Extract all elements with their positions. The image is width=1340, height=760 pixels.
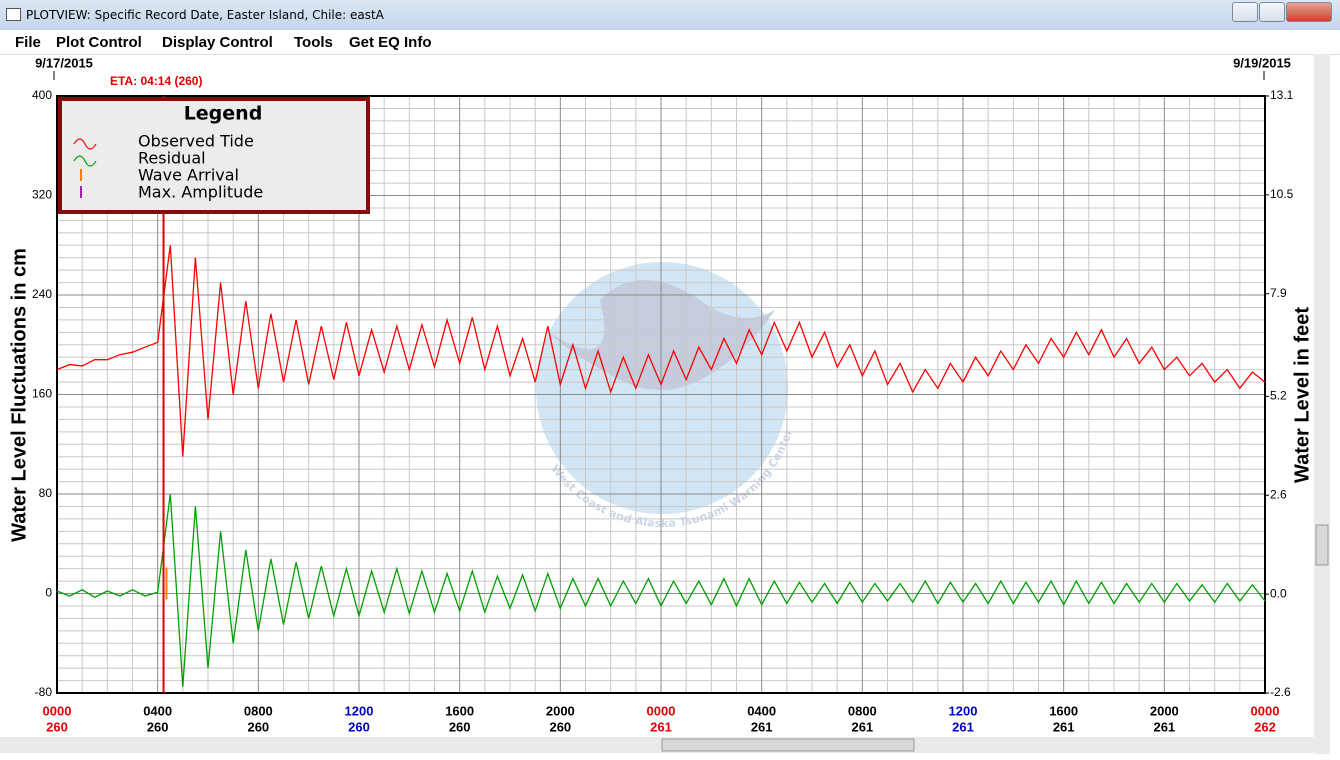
x-tick-label: 2000 <box>1150 703 1179 718</box>
legend-label: Max. Amplitude <box>138 183 263 202</box>
x-tick-label: 1600 <box>1049 703 1078 718</box>
x-tick-day-label: 260 <box>147 719 169 734</box>
x-tick-label: 0800 <box>244 703 273 718</box>
y2-tick-label: 7.9 <box>1270 286 1287 300</box>
grid <box>56 95 1266 694</box>
x-tick-day-label: 260 <box>449 719 471 734</box>
x-tick-day-label: 260 <box>247 719 269 734</box>
y-tick-label: 320 <box>32 188 52 202</box>
y-tick-label: 400 <box>32 88 52 102</box>
menu-bar: File Plot Control Display Control Tools … <box>0 30 1340 55</box>
x-tick-label: 0000 <box>1251 703 1280 718</box>
menu-item[interactable]: Plot Control <box>56 34 142 51</box>
x-tick-label: 0400 <box>143 703 172 718</box>
x-tick-day-label: 260 <box>549 719 571 734</box>
x-tick-day-label: 261 <box>851 719 873 734</box>
y-tick-label: -80 <box>35 685 53 699</box>
series-line <box>56 493 1266 687</box>
x-tick-day-label: 261 <box>650 719 672 734</box>
x-tick-day-label: 260 <box>46 719 68 734</box>
menu-item[interactable]: Get EQ Info <box>349 34 432 51</box>
x-tick-day-label: 261 <box>1053 719 1075 734</box>
y2-tick-label: 2.6 <box>1270 487 1287 501</box>
menu-item[interactable]: File <box>15 34 41 51</box>
x-tick-label: 0800 <box>848 703 877 718</box>
x-tick-label: 1600 <box>445 703 474 718</box>
app-icon <box>6 8 21 21</box>
window-title: PLOTVIEW: Specific Record Date, Easter I… <box>26 8 384 22</box>
close-button[interactable] <box>1286 2 1332 22</box>
series-line <box>56 245 1266 457</box>
legend-title: Legend <box>184 103 263 125</box>
x-tick-day-label: 262 <box>1254 719 1276 734</box>
x-tick-day-label: 261 <box>952 719 974 734</box>
y2-tick-label: 13.1 <box>1270 88 1294 102</box>
legend-swatch <box>73 138 97 150</box>
y2-tick-label: 5.2 <box>1270 389 1287 403</box>
maximize-button[interactable] <box>1259 2 1285 22</box>
menu-item[interactable]: Display Control <box>162 34 273 51</box>
y-tick-label: 0 <box>45 586 52 600</box>
logo-circle <box>536 262 788 514</box>
date-label: 9/19/2015 <box>1233 55 1291 70</box>
y2-tick-label: 0.0 <box>1270 586 1287 600</box>
x-tick-label: 1200 <box>345 703 374 718</box>
legend-label: Observed Tide <box>138 132 254 151</box>
legend-swatch <box>73 155 97 167</box>
vertical-scrollbar[interactable] <box>1314 54 1330 754</box>
title-bar: PLOTVIEW: Specific Record Date, Easter I… <box>0 0 1340 30</box>
y2-tick-label: -2.6 <box>1270 685 1291 699</box>
x-tick-label: 0400 <box>747 703 776 718</box>
scroll-thumb[interactable] <box>661 738 915 752</box>
scroll-thumb[interactable] <box>1315 524 1329 566</box>
x-tick-label: 0000 <box>43 703 72 718</box>
plot-frame <box>56 95 1266 694</box>
legend-label: Residual <box>138 149 206 168</box>
y-tick-label: 160 <box>32 387 52 401</box>
menu-item[interactable]: Tools <box>294 34 333 51</box>
x-tick-label: 0000 <box>647 703 676 718</box>
date-label: 9/17/2015 <box>35 55 93 70</box>
minimize-button[interactable] <box>1232 2 1258 22</box>
x-tick-label: 1200 <box>949 703 978 718</box>
horizontal-scrollbar[interactable] <box>0 737 1314 753</box>
y2-tick-label: 10.5 <box>1270 187 1294 201</box>
chart: West Coast and Alaska Tsunami Warning Ce… <box>0 54 1330 754</box>
legend-label: Wave Arrival <box>138 166 239 185</box>
x-tick-day-label: 260 <box>348 719 370 734</box>
y-tick-label: 240 <box>32 287 52 301</box>
x-tick-day-label: 261 <box>751 719 773 734</box>
x-tick-day-label: 261 <box>1153 719 1175 734</box>
y-axis-title: Water Level Fluctuations in cm <box>8 248 30 542</box>
y2-axis-title: Water Level in feet <box>1291 307 1313 483</box>
eta-label: ETA: 04:14 (260) <box>110 74 202 88</box>
x-tick-label: 2000 <box>546 703 575 718</box>
y-tick-label: 80 <box>39 486 53 500</box>
legend-box <box>58 97 370 214</box>
